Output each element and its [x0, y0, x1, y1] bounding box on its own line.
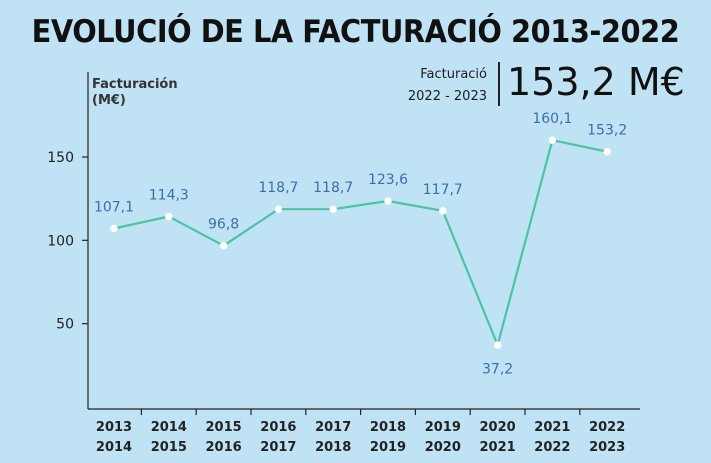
summary-label-line1: Facturació — [420, 67, 487, 82]
x-tick-label-line2: 2023 — [589, 440, 625, 455]
summary-label-line2: 2022 - 2023 — [407, 89, 487, 104]
data-label: 107,1 — [94, 200, 134, 216]
y-tick-label: 100 — [47, 233, 74, 249]
y-tick-label: 50 — [56, 317, 74, 333]
chart-title: EVOLUCIÓ DE LA FACTURACIÓ 2013-2022 — [31, 14, 680, 50]
x-tick-label-line1: 2013 — [96, 420, 132, 435]
data-label: 118,7 — [258, 180, 298, 196]
x-tick-label-line1: 2019 — [425, 420, 461, 435]
data-label: 153,2 — [587, 123, 627, 139]
x-tick-label-line1: 2015 — [206, 420, 242, 435]
data-point — [165, 212, 173, 221]
data-point — [110, 224, 118, 233]
data-label: 123,6 — [368, 172, 408, 188]
x-tick-label-line1: 2021 — [534, 420, 570, 435]
x-tick-label-line2: 2019 — [370, 440, 406, 455]
data-point — [329, 205, 337, 213]
data-point — [493, 341, 502, 349]
data-label: 118,7 — [313, 180, 353, 196]
x-tick-label-line1: 2018 — [370, 420, 406, 435]
data-label: 37,2 — [482, 362, 513, 378]
x-tick-label-line2: 2021 — [480, 440, 516, 455]
x-tick-label-line1: 2017 — [315, 420, 351, 435]
data-point — [219, 241, 228, 250]
x-tick-label-line1: 2016 — [260, 420, 296, 435]
x-tick-label-line1: 2014 — [151, 420, 187, 435]
x-tick-label-line2: 2017 — [260, 440, 296, 455]
y-axis-label-line2: (M€) — [92, 93, 126, 108]
x-tick-label-line2: 2014 — [96, 440, 132, 455]
data-label: 160,1 — [532, 111, 572, 127]
x-tick-label-line2: 2015 — [151, 440, 187, 455]
y-tick-label: 150 — [47, 150, 74, 166]
summary-label: Facturació 2022 - 2023 — [408, 64, 487, 108]
x-tick-label-line1: 2022 — [589, 420, 625, 435]
data-point — [439, 207, 447, 215]
data-point — [603, 147, 611, 156]
data-point — [274, 205, 283, 213]
data-label: 117,7 — [423, 182, 463, 198]
x-tick-label-line2: 2020 — [425, 440, 461, 455]
x-tick-label-line2: 2018 — [315, 440, 351, 455]
summary-divider — [498, 62, 500, 106]
y-axis-label-line1: Facturación — [92, 77, 178, 92]
data-label: 96,8 — [208, 217, 239, 233]
data-point — [384, 197, 392, 205]
data-point — [548, 136, 557, 144]
data-label: 114,3 — [149, 188, 189, 204]
x-tick-label-line2: 2016 — [206, 440, 242, 455]
summary-value: 153,2 M€ — [507, 60, 685, 104]
series-line — [113, 139, 608, 347]
x-tick-label-line2: 2022 — [534, 440, 570, 455]
x-tick-label-line1: 2020 — [480, 420, 516, 435]
